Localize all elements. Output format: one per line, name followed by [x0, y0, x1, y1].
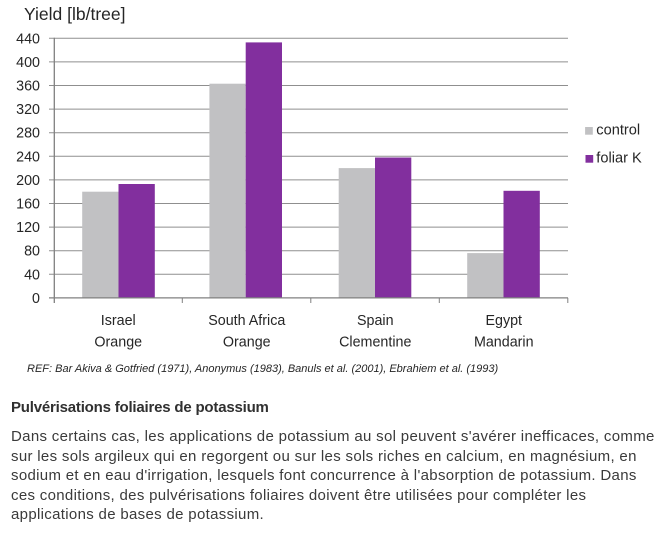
- svg-text:160: 160: [16, 197, 40, 213]
- svg-text:Mandarin: Mandarin: [474, 334, 534, 350]
- svg-text:280: 280: [16, 126, 40, 142]
- svg-text:200: 200: [16, 173, 40, 189]
- svg-text:Orange: Orange: [223, 334, 271, 350]
- svg-text:240: 240: [16, 149, 40, 165]
- svg-text:440: 440: [16, 31, 40, 47]
- svg-text:Yield [lb/tree]: Yield [lb/tree]: [24, 4, 126, 24]
- svg-text:80: 80: [24, 244, 40, 260]
- svg-text:Spain: Spain: [357, 313, 394, 329]
- svg-text:400: 400: [16, 55, 40, 71]
- svg-text:0: 0: [32, 291, 40, 307]
- svg-text:120: 120: [16, 220, 40, 236]
- svg-text:Clementine: Clementine: [339, 334, 411, 350]
- svg-text:320: 320: [16, 102, 40, 118]
- svg-text:Orange: Orange: [94, 334, 142, 350]
- svg-text:South Africa: South Africa: [208, 313, 285, 329]
- svg-text:360: 360: [16, 79, 40, 95]
- svg-text:control: control: [596, 123, 640, 139]
- svg-text:foliar K: foliar K: [596, 151, 642, 167]
- svg-text:Egypt: Egypt: [485, 313, 522, 329]
- svg-text:40: 40: [24, 267, 40, 283]
- svg-text:Israel: Israel: [101, 313, 136, 329]
